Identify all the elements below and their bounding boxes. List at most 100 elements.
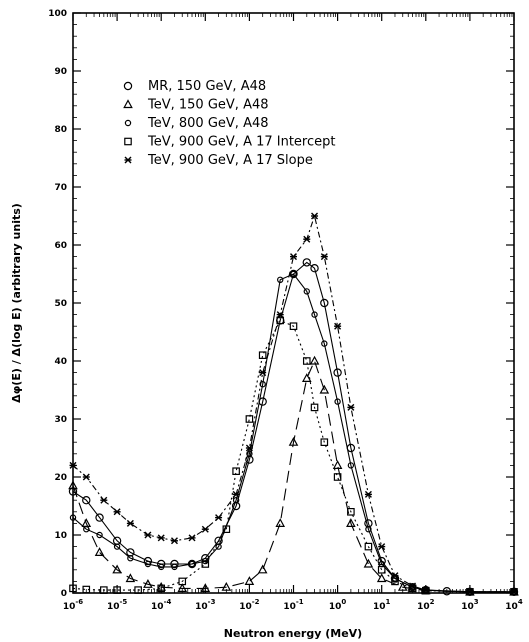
series-layer (68, 212, 519, 597)
data-point (303, 235, 311, 243)
y-tick-label: 70 (54, 183, 67, 193)
legend-marker (123, 81, 133, 91)
data-point (222, 525, 231, 534)
y-tick-label: 50 (54, 299, 67, 309)
data-point (310, 403, 319, 412)
data-point (170, 537, 178, 545)
data-point (68, 480, 78, 490)
series-4 (69, 316, 518, 596)
data-point (144, 531, 152, 539)
data-point (188, 534, 196, 542)
legend-marker (123, 99, 133, 109)
data-point (95, 513, 104, 522)
data-point (258, 351, 267, 360)
data-point (320, 298, 329, 308)
data-point (346, 518, 356, 528)
legend-label: TeV, 900 GeV, A 17 Slope (147, 153, 313, 168)
y-tick-label: 20 (54, 473, 67, 483)
legend-marker (124, 119, 132, 127)
series-line (72, 319, 514, 593)
y-tick-label: 80 (54, 125, 67, 135)
data-point (69, 514, 77, 521)
data-point (409, 582, 417, 590)
data-point (126, 519, 134, 527)
series-line (72, 273, 514, 593)
data-point (510, 588, 518, 596)
data-point (170, 559, 179, 569)
data-point (290, 270, 297, 278)
legend-item: TeV, 900 GeV, A 17 Slope (124, 153, 313, 168)
data-point (288, 436, 299, 446)
data-point (200, 583, 211, 592)
data-point (113, 586, 121, 594)
data-point (157, 563, 165, 571)
data-point (311, 212, 319, 220)
data-point (69, 461, 77, 469)
data-point (221, 581, 232, 591)
x-tick-label: 10-3 (195, 598, 215, 612)
data-point (391, 572, 399, 580)
x-tick-label: 10-2 (239, 598, 259, 612)
data-point (309, 355, 320, 365)
series-1 (68, 258, 519, 597)
data-point (376, 573, 387, 583)
data-point (303, 288, 310, 295)
data-point (215, 543, 222, 550)
data-point (334, 322, 342, 330)
data-point (178, 577, 187, 586)
data-point (113, 543, 121, 550)
data-point (276, 316, 285, 325)
x-axis-title: Neutron energy (MeV) (224, 627, 362, 640)
data-point (201, 560, 210, 568)
legend: MR, 150 GeV, A48 TeV, 150 GeV, A48 TeV, 80… (123, 79, 335, 168)
data-point (391, 577, 399, 586)
data-point (156, 581, 167, 591)
data-point (302, 258, 311, 267)
axis-ticks (72, 12, 515, 594)
series-line (72, 214, 514, 593)
legend-item: MR, 150 GeV, A48 (123, 79, 266, 94)
data-point (82, 496, 91, 505)
data-point (365, 526, 372, 533)
data-point (320, 438, 329, 447)
data-point (347, 462, 355, 469)
data-point (257, 564, 268, 574)
data-point (466, 588, 474, 596)
data-point (157, 584, 166, 593)
plot-frame (72, 12, 515, 594)
data-point (201, 525, 209, 533)
series-2 (68, 355, 519, 596)
data-point (68, 487, 78, 496)
series-5 (69, 212, 518, 596)
data-point (100, 496, 108, 504)
axis-tick-labels: 10-6 10-5 10-4 10-3 10-2 10-1 100 101 102 103 1040… (48, 9, 523, 612)
series-3 (69, 270, 518, 596)
y-tick-label: 60 (54, 241, 67, 251)
data-point (96, 531, 103, 539)
data-point (245, 444, 253, 452)
data-point (377, 565, 386, 574)
data-point (125, 573, 136, 583)
data-point (156, 559, 166, 569)
data-point (82, 473, 90, 481)
x-tick-label: 103 (461, 598, 479, 612)
data-point (334, 398, 341, 405)
legend-marker (124, 137, 132, 146)
data-point (321, 340, 328, 347)
data-point (215, 514, 223, 522)
data-point (246, 450, 253, 457)
data-point (245, 415, 254, 423)
legend-label: TeV, 150 GeV, A48 (147, 98, 269, 113)
data-point (100, 586, 108, 594)
data-point (171, 563, 178, 571)
data-point (332, 460, 343, 469)
data-point (364, 542, 373, 551)
data-point (144, 560, 152, 568)
data-point (143, 556, 153, 566)
data-point (290, 253, 297, 261)
y-tick-label: 90 (54, 67, 67, 77)
data-point (232, 467, 240, 476)
y-tick-label: 40 (54, 357, 67, 367)
data-point (259, 369, 267, 377)
